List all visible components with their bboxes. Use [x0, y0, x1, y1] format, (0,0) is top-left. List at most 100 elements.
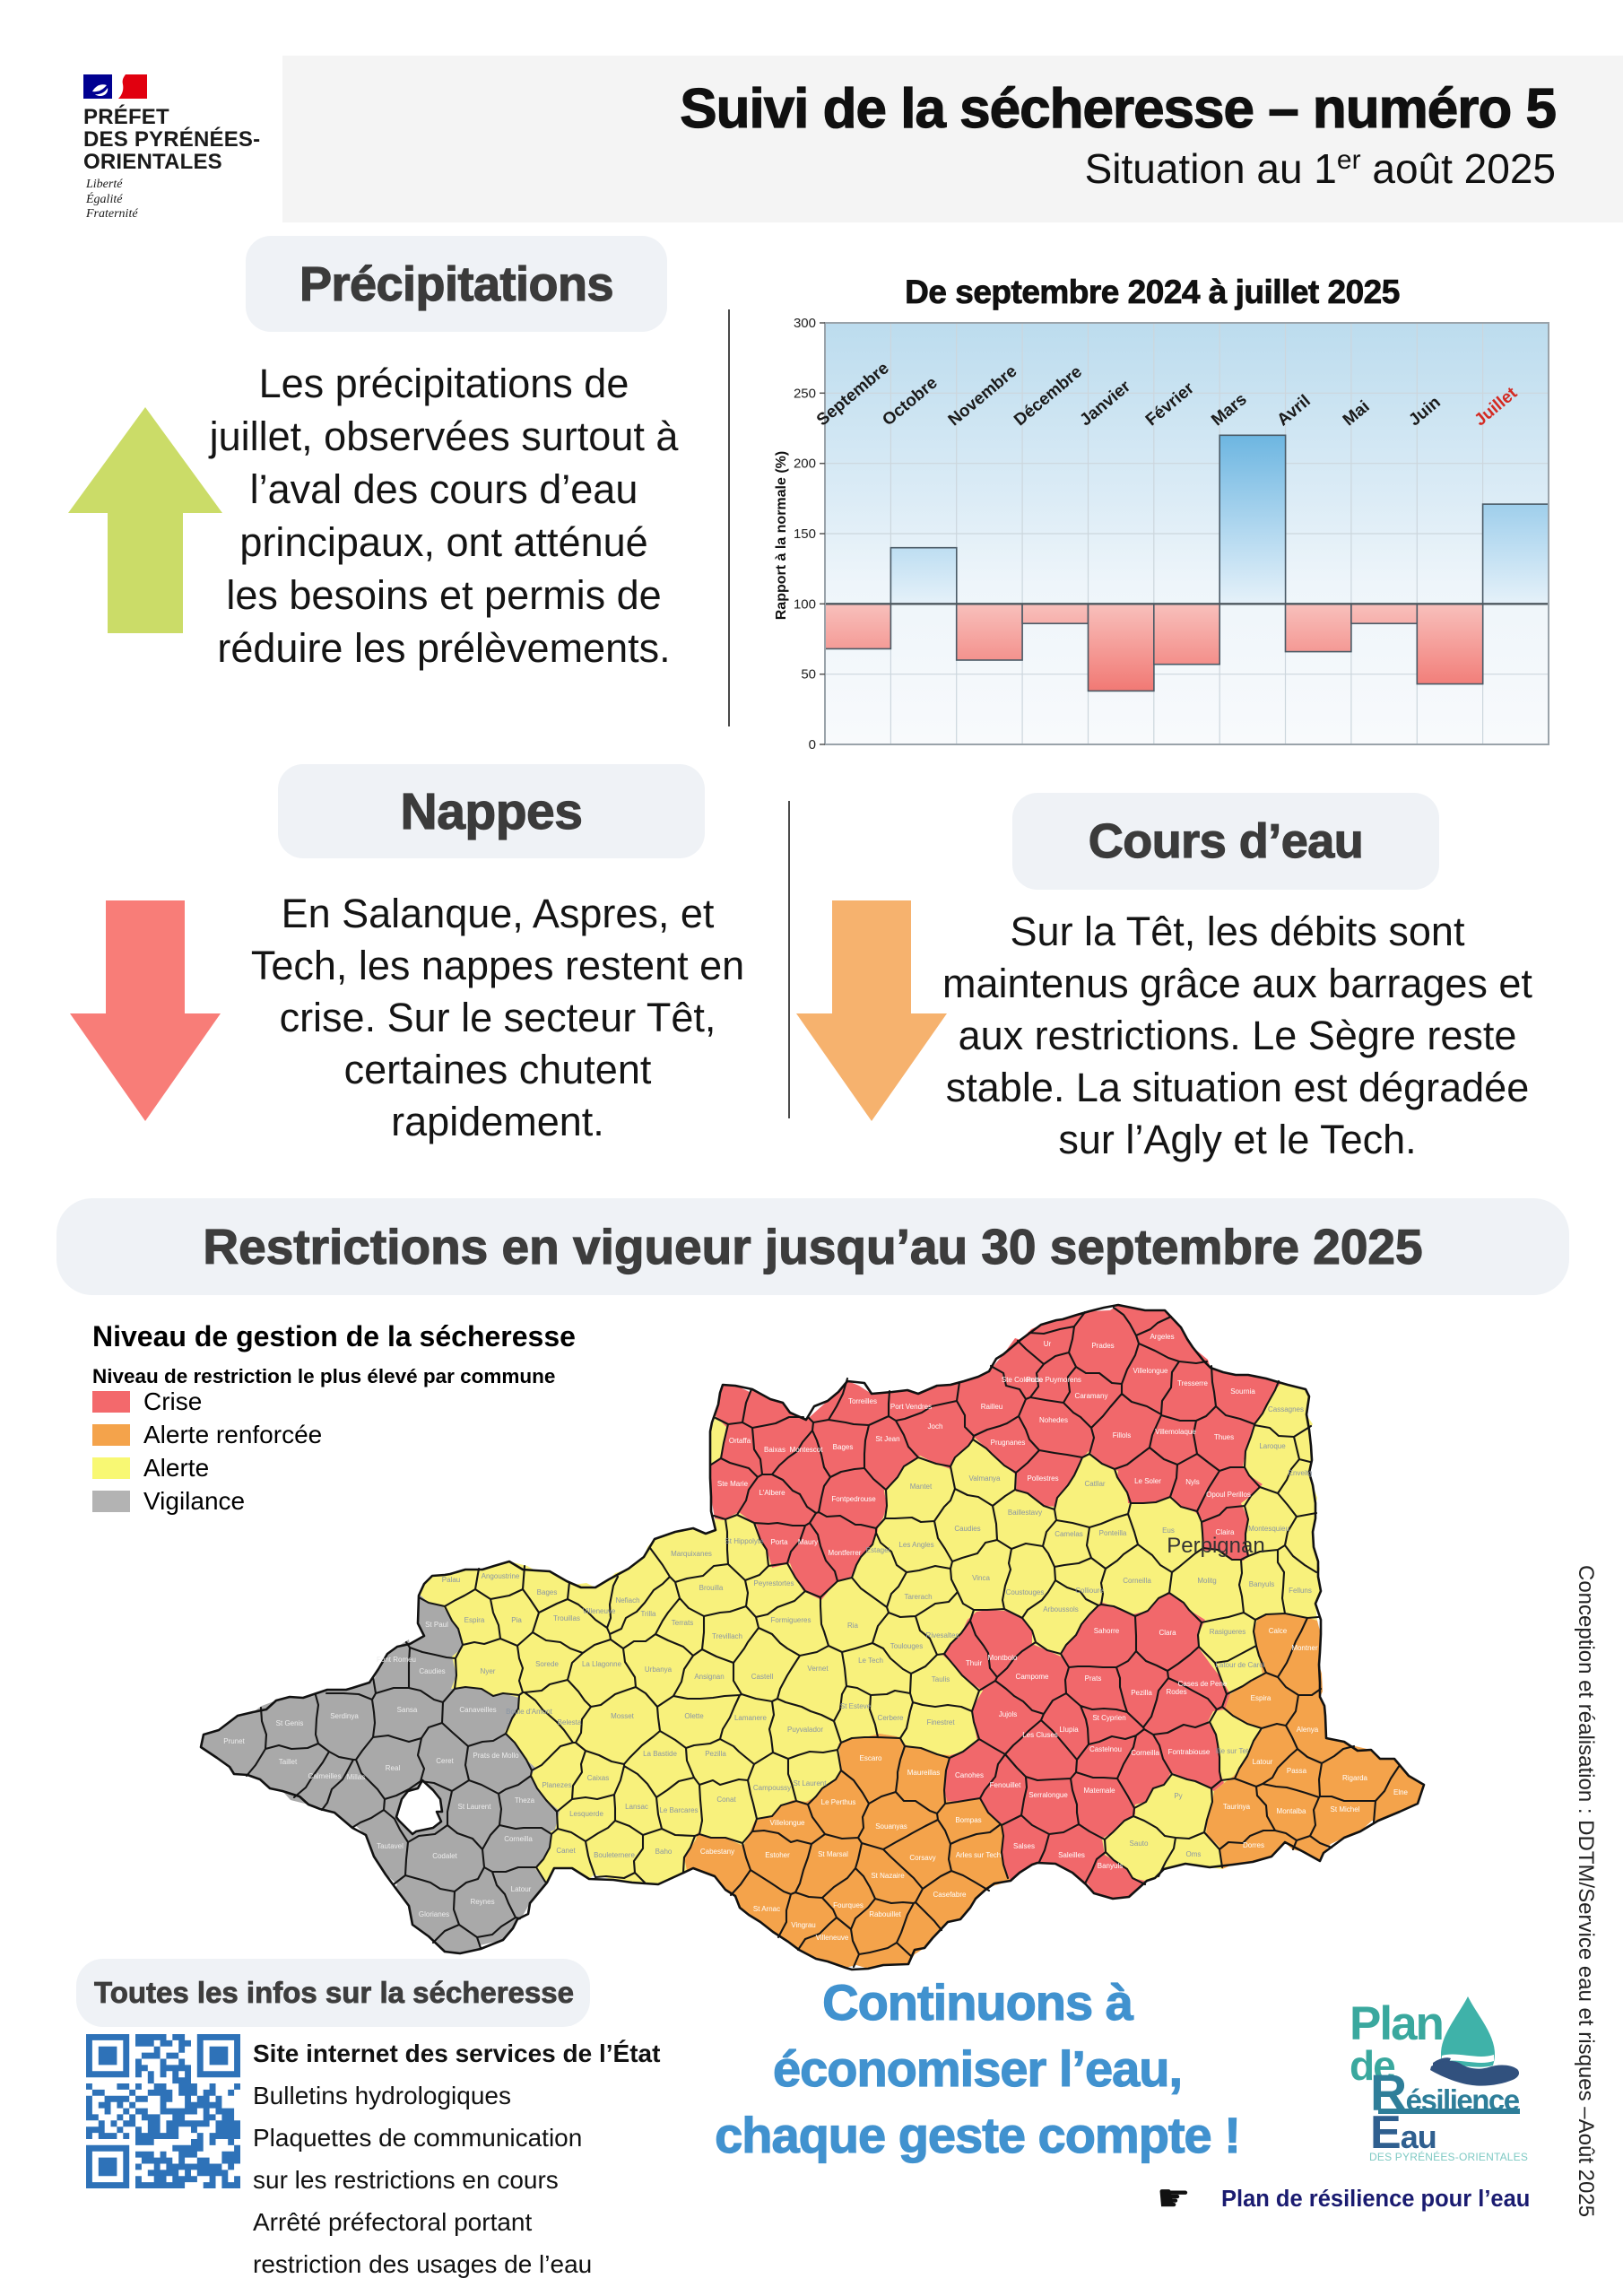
svg-text:Bages: Bages: [833, 1443, 854, 1451]
svg-text:Claira: Claira: [1216, 1528, 1235, 1536]
svg-text:Sauto: Sauto: [1130, 1839, 1149, 1848]
svg-text:Vingrau: Vingrau: [791, 1921, 815, 1929]
svg-text:Formigueres: Formigueres: [771, 1616, 812, 1624]
svg-text:Cases de Pene: Cases de Pene: [1178, 1680, 1228, 1688]
svg-text:Fillols: Fillols: [1113, 1431, 1131, 1439]
svg-text:Sournia: Sournia: [1230, 1387, 1255, 1396]
svg-text:Angoustrine: Angoustrine: [482, 1572, 520, 1580]
svg-text:Saleilles: Saleilles: [1058, 1851, 1085, 1859]
svg-text:St Cyprien: St Cyprien: [1092, 1714, 1125, 1722]
svg-text:Canohes: Canohes: [955, 1771, 984, 1779]
svg-text:Jujols: Jujols: [999, 1710, 1017, 1718]
svg-text:Catllar: Catllar: [1084, 1480, 1105, 1488]
svg-text:Thues: Thues: [1214, 1433, 1234, 1441]
svg-text:Ria: Ria: [847, 1622, 859, 1630]
svg-text:Campoussy: Campoussy: [753, 1784, 791, 1792]
svg-text:Elne: Elne: [1393, 1788, 1409, 1796]
svg-text:Ste Colombe: Ste Colombe: [1002, 1376, 1044, 1384]
svg-text:St Jean: St Jean: [875, 1435, 899, 1443]
svg-text:Villelongue: Villelongue: [1133, 1367, 1169, 1375]
svg-text:Baho: Baho: [655, 1848, 673, 1856]
svg-text:Terrats: Terrats: [672, 1619, 693, 1627]
svg-text:Taurinya: Taurinya: [1223, 1803, 1251, 1811]
svg-text:Rodes: Rodes: [1166, 1688, 1186, 1696]
svg-text:Nohedes: Nohedes: [1039, 1416, 1068, 1424]
svg-text:St Arnac: St Arnac: [753, 1905, 780, 1913]
svg-text:300: 300: [794, 316, 816, 331]
svg-text:Belesta: Belesta: [558, 1718, 582, 1726]
svg-text:Prats: Prats: [1085, 1674, 1102, 1683]
svg-text:Les Cluses: Les Cluses: [1022, 1731, 1058, 1739]
svg-text:Souanyas: Souanyas: [875, 1822, 907, 1831]
svg-text:Opoul Perillos: Opoul Perillos: [1206, 1491, 1251, 1499]
svg-text:Tresserre: Tresserre: [1177, 1379, 1208, 1387]
svg-text:Porta: Porta: [770, 1538, 788, 1546]
svg-text:Lesquerde: Lesquerde: [569, 1810, 603, 1818]
svg-text:Dorres: Dorres: [1243, 1841, 1264, 1849]
svg-text:Railleu: Railleu: [981, 1403, 1002, 1411]
svg-text:Py: Py: [1174, 1792, 1182, 1800]
svg-text:Glorianes: Glorianes: [419, 1910, 449, 1918]
svg-text:Rigarda: Rigarda: [1342, 1774, 1368, 1782]
svg-text:150: 150: [794, 526, 816, 542]
svg-text:Arboussols: Arboussols: [1043, 1605, 1079, 1613]
svg-text:Molitg: Molitg: [1197, 1577, 1216, 1585]
svg-text:Pollestres: Pollestres: [1027, 1474, 1058, 1483]
svg-text:St Marsal: St Marsal: [818, 1850, 848, 1858]
svg-text:Salses: Salses: [1013, 1842, 1035, 1850]
svg-text:Montescot: Montescot: [790, 1446, 824, 1454]
svg-text:Latour: Latour: [511, 1885, 532, 1893]
svg-text:Alenya: Alenya: [1297, 1726, 1319, 1734]
svg-text:250: 250: [794, 386, 816, 401]
svg-text:Font Romeu: Font Romeu: [377, 1656, 416, 1664]
svg-text:Castell: Castell: [751, 1673, 774, 1681]
svg-text:Latour de Carol: Latour de Carol: [1215, 1661, 1264, 1669]
svg-text:Toulouges: Toulouges: [890, 1642, 923, 1650]
svg-text:Bouleternere: Bouleternere: [594, 1851, 635, 1859]
svg-text:Le Tech: Le Tech: [858, 1657, 883, 1665]
svg-text:Ur: Ur: [1044, 1340, 1052, 1348]
svg-text:Caramany: Caramany: [1075, 1392, 1108, 1400]
svg-text:Caixas: Caixas: [587, 1774, 609, 1782]
svg-text:Prades: Prades: [1091, 1342, 1114, 1350]
svg-text:Olette: Olette: [684, 1712, 704, 1720]
svg-text:Banyuls: Banyuls: [1249, 1580, 1274, 1588]
svg-text:Canaveilles: Canaveilles: [459, 1706, 496, 1714]
svg-text:Planezes: Planezes: [542, 1781, 572, 1789]
svg-text:Prats de Mollo: Prats de Mollo: [473, 1752, 519, 1760]
svg-text:Sahorre: Sahorre: [1094, 1627, 1120, 1635]
svg-text:Codalet: Codalet: [432, 1852, 457, 1860]
svg-text:St Laurent: St Laurent: [458, 1803, 492, 1811]
svg-text:Lansac: Lansac: [625, 1803, 648, 1811]
svg-text:Nyls: Nyls: [1185, 1478, 1200, 1486]
svg-text:Le Perthus: Le Perthus: [821, 1798, 856, 1806]
svg-text:Torreilles: Torreilles: [848, 1397, 877, 1405]
svg-text:0: 0: [809, 737, 816, 752]
svg-text:Eus: Eus: [1162, 1526, 1175, 1535]
svg-text:Corneilla: Corneilla: [1123, 1577, 1151, 1585]
svg-text:Coustouges: Coustouges: [1006, 1588, 1045, 1596]
svg-text:Taillet: Taillet: [279, 1758, 298, 1766]
svg-text:Laroque: Laroque: [1259, 1442, 1286, 1450]
svg-text:Porte Puymorens: Porte Puymorens: [1026, 1376, 1081, 1384]
svg-text:Passa: Passa: [1287, 1767, 1307, 1775]
svg-text:Prunet: Prunet: [223, 1737, 245, 1745]
svg-text:Rapport à la normale (%): Rapport à la normale (%): [774, 451, 789, 620]
svg-text:Montalba: Montalba: [1277, 1807, 1306, 1815]
svg-text:200: 200: [794, 457, 816, 472]
svg-text:Bages: Bages: [537, 1588, 558, 1596]
svg-text:Taulis: Taulis: [932, 1675, 950, 1683]
svg-text:Millas: Millas: [347, 1773, 365, 1781]
svg-text:Port Vendres: Port Vendres: [890, 1403, 932, 1411]
svg-text:Serdinya: Serdinya: [330, 1712, 359, 1720]
svg-text:100: 100: [794, 596, 816, 612]
svg-text:Estagel: Estagel: [866, 1546, 890, 1554]
svg-text:Fenouillet: Fenouillet: [990, 1781, 1021, 1789]
svg-text:Cassagnes: Cassagnes: [1268, 1405, 1304, 1413]
svg-text:Montbolo: Montbolo: [988, 1654, 1018, 1662]
svg-text:Villelongue: Villelongue: [770, 1819, 806, 1827]
svg-text:Villeneuve: Villeneuve: [583, 1607, 616, 1615]
svg-text:Marquixanes: Marquixanes: [671, 1550, 712, 1558]
svg-text:Lamanere: Lamanere: [734, 1714, 768, 1722]
svg-text:Argeles: Argeles: [1150, 1333, 1174, 1341]
